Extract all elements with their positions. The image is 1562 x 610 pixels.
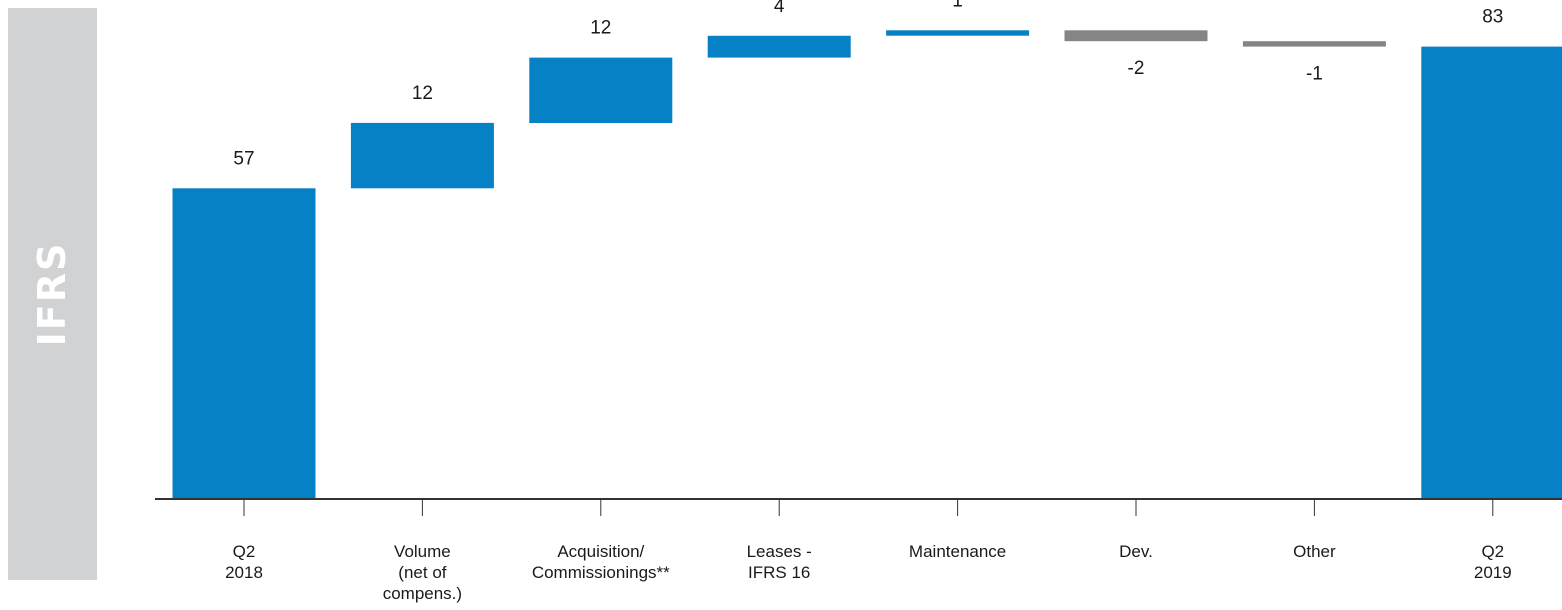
category-labels: Q2 2018 Volume (net of compens.) Acquisition/…	[225, 542, 1512, 603]
bar-0	[172, 188, 316, 500]
bar-5	[1064, 30, 1208, 42]
value-label-2: 12	[590, 18, 611, 39]
category-label-line: Commissionings**	[532, 563, 670, 582]
value-label-4: 1	[952, 0, 963, 11]
ifrs-side-band	[8, 8, 97, 580]
bar-4	[886, 30, 1030, 36]
category-label-line: Q2	[233, 542, 256, 561]
category-label-4: Maintenance	[909, 542, 1006, 561]
category-label-0: Q2 2018	[225, 542, 263, 582]
category-label-line: 2019	[1474, 563, 1512, 582]
category-label-line: Other	[1293, 542, 1336, 561]
value-label-1: 12	[412, 83, 433, 104]
category-label-line: IFRS 16	[748, 563, 810, 582]
category-label-line: compens.)	[383, 584, 462, 603]
category-label-line: Q2	[1481, 542, 1504, 561]
category-label-line: Acquisition/	[557, 542, 644, 561]
value-label-6: -1	[1306, 64, 1323, 85]
value-label-7: 83	[1482, 7, 1503, 28]
bar-2	[529, 57, 673, 123]
category-label-1: Volume (net of compens.)	[383, 542, 462, 603]
value-label-0: 57	[233, 148, 254, 169]
value-label-5: -2	[1128, 58, 1145, 79]
bar-1	[350, 122, 494, 189]
category-label-3: Leases - IFRS 16	[747, 542, 812, 582]
bar-7	[1421, 46, 1562, 499]
value-labels-layer: 57 12 12 4 1 -2 -1 83	[233, 0, 1503, 169]
bar-3	[707, 35, 851, 58]
category-label-line: Maintenance	[909, 542, 1006, 561]
category-label-7: Q2 2019	[1474, 542, 1512, 582]
category-label-6: Other	[1293, 542, 1336, 561]
category-label-line: (net of	[398, 563, 446, 582]
category-label-5: Dev.	[1119, 542, 1153, 561]
bar-6	[1242, 41, 1386, 47]
bars-layer	[172, 30, 1562, 500]
category-label-line: Dev.	[1119, 542, 1153, 561]
category-label-line: 2018	[225, 563, 263, 582]
value-label-3: 4	[774, 0, 785, 17]
category-label-2: Acquisition/Commissionings**	[532, 542, 670, 582]
category-label-line: Leases -	[747, 542, 812, 561]
x-axis-ticks	[243, 499, 1494, 516]
category-label-line: Volume	[394, 542, 451, 561]
